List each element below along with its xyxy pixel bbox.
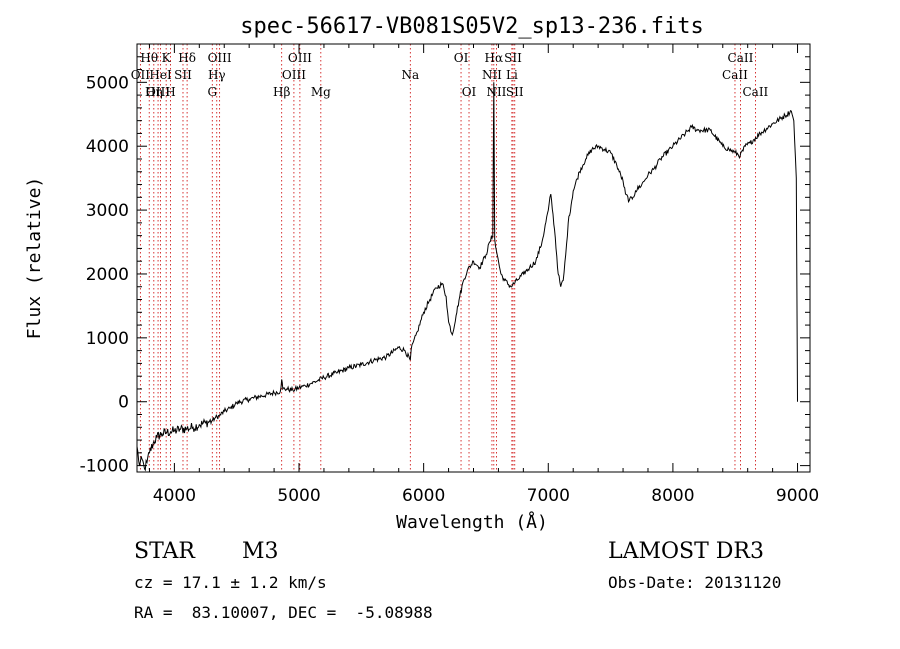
line-label: Hη	[145, 85, 163, 99]
spectrum-line	[136, 82, 798, 472]
plot-frame	[136, 43, 811, 473]
y-tick-label: 2000	[86, 265, 129, 285]
x-tick-label: 7000	[527, 486, 570, 506]
x-tick-label: 6000	[402, 486, 445, 506]
line-label: Hβ	[273, 85, 290, 99]
y-tick-label: 1000	[86, 329, 129, 349]
y-tick-label: 0	[118, 393, 129, 413]
line-label: SII	[174, 68, 192, 82]
line-label: OIII	[208, 51, 232, 65]
line-label: Hγ	[208, 68, 226, 82]
survey-name: LAMOST DR3	[608, 539, 764, 564]
chart-title: spec-56617-VB081S05V2_sp13-236.fits	[240, 14, 704, 39]
x-tick-label: 8000	[651, 486, 694, 506]
line-label: NII	[482, 68, 502, 82]
line-label: NII	[486, 85, 506, 99]
line-label: Na	[401, 68, 419, 82]
line-label: CaII	[742, 85, 768, 99]
observation-date: Obs-Date: 20131120	[608, 573, 782, 592]
line-label: H	[165, 85, 175, 99]
line-label: K	[162, 51, 172, 65]
line-label: SII	[506, 85, 524, 99]
line-label: HeI	[149, 68, 172, 82]
line-label: Mg	[311, 85, 331, 99]
object-class: STAR	[134, 539, 195, 564]
x-tick-label: 5000	[277, 486, 320, 506]
line-label: OIII	[288, 51, 312, 65]
y-axis-label: Flux (relative)	[24, 177, 45, 340]
redshift-velocity: cz = 17.1 ± 1.2 km/s	[134, 573, 327, 592]
line-label: OII	[131, 68, 151, 82]
line-labels: Hθ OII OIII K HeI Hη SII H Hδ OIII Hγ G Hβ OIII OIII Mg…	[131, 51, 769, 99]
object-subclass: M3	[242, 539, 279, 564]
spectrum-chart: spec-56617-VB081S05V2_sp13-236.fits 4000…	[24, 14, 819, 533]
y-tick-label: 3000	[86, 201, 129, 221]
line-label: OIII	[146, 85, 170, 99]
y-tick-label: 5000	[86, 73, 129, 93]
y-axis: -1000 0 1000 2000 3000 4000 5000	[80, 56, 810, 477]
x-tick-label: 4000	[153, 486, 196, 506]
line-label: Hδ	[178, 51, 196, 65]
x-axis: 4000 5000 6000 7000 8000 9000	[148, 44, 819, 506]
line-label: Hθ	[140, 51, 158, 65]
line-label: SII	[504, 51, 522, 65]
x-axis-label: Wavelength (Å)	[396, 511, 548, 533]
line-label: OI	[462, 85, 477, 99]
y-tick-label: 4000	[86, 137, 129, 157]
ra-dec-coordinates: RA = 83.10007, DEC = -5.08988	[134, 603, 433, 622]
line-label: Hα	[485, 51, 504, 65]
line-label: G	[207, 85, 217, 99]
line-label: OI	[454, 51, 469, 65]
line-label: OIII	[282, 68, 306, 82]
line-label: Li	[506, 68, 518, 82]
x-tick-label: 9000	[776, 486, 819, 506]
line-markers	[139, 44, 756, 472]
line-label: CaII	[728, 51, 754, 65]
line-label: CaII	[722, 68, 748, 82]
y-tick-label: -1000	[80, 457, 129, 477]
